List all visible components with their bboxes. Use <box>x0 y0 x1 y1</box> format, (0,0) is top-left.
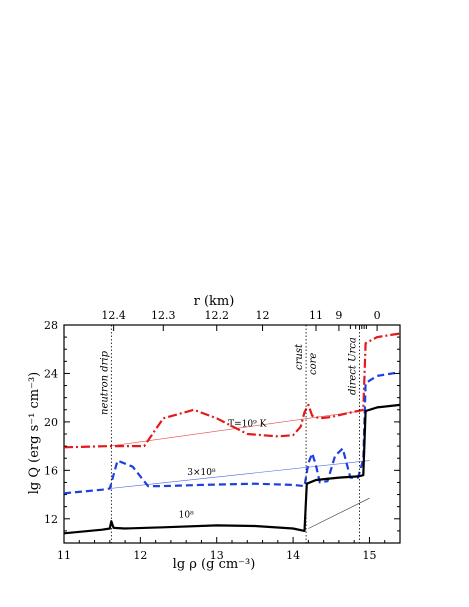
series-line-1 <box>63 371 401 495</box>
top-tick-label: 12 <box>256 309 270 322</box>
curve-label: 3×10⁸ <box>187 468 216 478</box>
curve-label: T=10⁹ K <box>228 420 266 430</box>
labels-group: T=10⁹ K 3×10⁸ 10⁸ neutron drip crust core dire… <box>99 337 358 520</box>
x-tick-label: 15 <box>362 549 376 562</box>
x-tick-label: 13 <box>210 549 224 562</box>
x-tick-label: 14 <box>286 549 300 562</box>
thin-reference-line <box>109 409 370 447</box>
thin-lines-group <box>109 409 370 529</box>
vlines-group <box>110 325 360 543</box>
top-tick-label: 11 <box>309 309 323 322</box>
thin-reference-line <box>308 497 370 529</box>
y-tick-label: 16 <box>44 464 58 477</box>
y-tick-label: 12 <box>44 513 58 526</box>
top-tick-label: 12.3 <box>151 309 176 322</box>
crust-label: crust <box>294 343 305 370</box>
top-tick-label: 9 <box>335 309 342 322</box>
x-axis-title: lg ρ (g cm⁻³) <box>173 557 256 572</box>
y-axis-title: lg Q (erg s⁻¹ cm⁻³) <box>27 372 42 494</box>
y-tick-label: 20 <box>44 416 58 429</box>
series-line-0 <box>63 332 401 449</box>
top-tick-label: 12.4 <box>101 309 126 322</box>
x-tick-label: 11 <box>57 549 71 562</box>
y-tick-label: 24 <box>44 367 58 380</box>
neutron-drip-label: neutron drip <box>99 350 110 415</box>
curve-label: 10⁸ <box>179 511 194 521</box>
top-axis-title: r (km) <box>194 294 235 309</box>
top-tick-label: 12.2 <box>204 309 229 322</box>
thin-reference-line <box>109 460 370 489</box>
y-tick-label: 28 <box>44 319 58 332</box>
ticks-group: 11 12 13 14 15 12 16 20 24 28 12.4 12.3 12.2 12 11 9 0 <box>44 309 401 562</box>
core-label: core <box>308 353 319 375</box>
top-tick-label: 0 <box>374 309 381 322</box>
x-tick-label: 12 <box>133 549 147 562</box>
direct-urca-label: direct Urca <box>348 337 359 395</box>
